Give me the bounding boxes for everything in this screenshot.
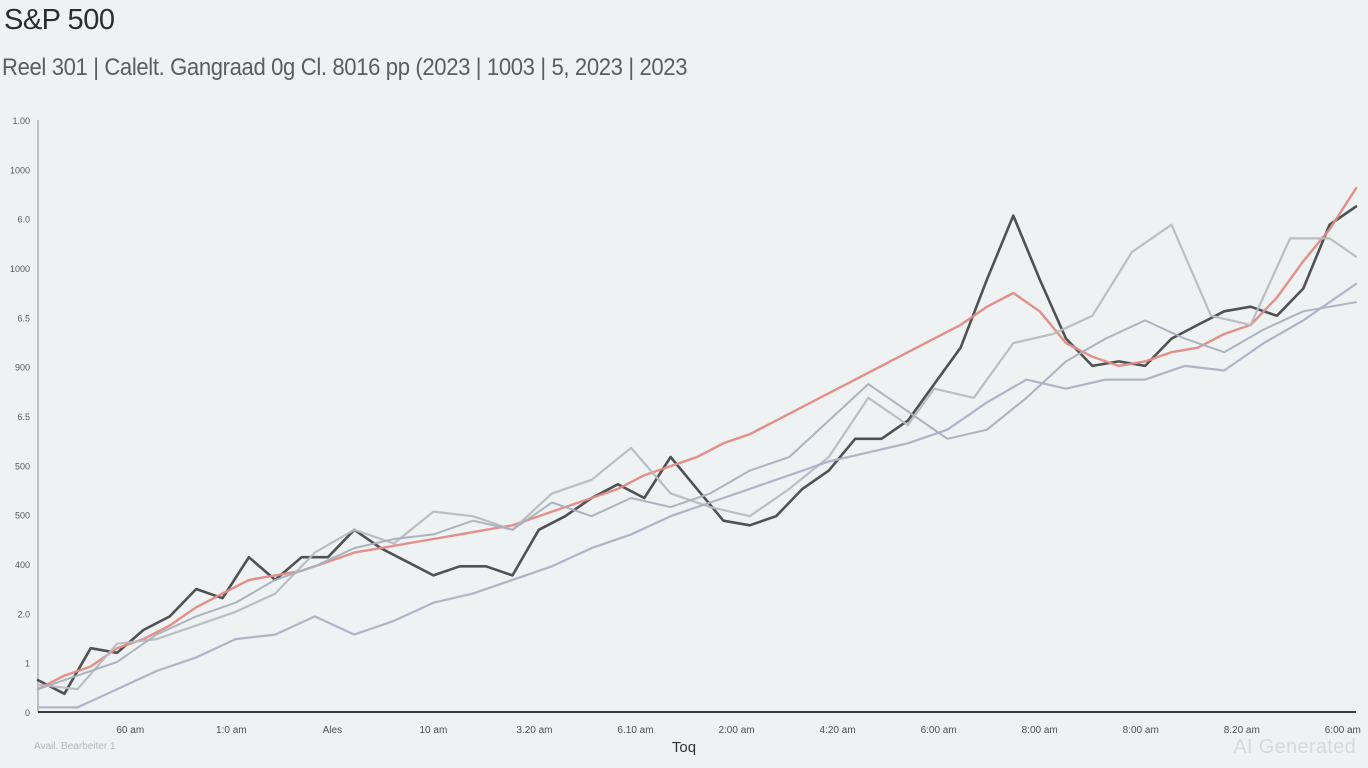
x-tick-label: 6:00 am bbox=[1325, 725, 1361, 736]
y-tick-label: 1000 bbox=[10, 165, 30, 175]
x-tick-label: 8:00 am bbox=[1123, 725, 1159, 736]
x-tick-label: Ales bbox=[323, 725, 342, 736]
x-tick-label: 60 am bbox=[116, 725, 144, 736]
x-tick-label: 6:00 am bbox=[921, 725, 957, 736]
x-tick-label: 8.20 am bbox=[1224, 725, 1260, 736]
x-tick-label: 10 am bbox=[420, 725, 448, 736]
y-tick-label: 6.5 bbox=[17, 313, 30, 323]
x-tick-label: 6.10 am bbox=[617, 725, 653, 736]
y-tick-label: 1000 bbox=[10, 264, 30, 274]
y-tick-label: 0 bbox=[25, 708, 30, 718]
x-tick-label: 1:0 am bbox=[216, 725, 247, 736]
y-tick-label: 1 bbox=[25, 659, 30, 669]
x-axis-label: Toq bbox=[672, 739, 696, 756]
x-tick-label: 2:00 am bbox=[718, 725, 754, 736]
axes: 0 1 2.0 400 500 500 6.5 900 6.5 1000 6.0 1000 1.00 60… bbox=[10, 116, 1361, 736]
x-tick-label: 3.20 am bbox=[516, 725, 552, 736]
chart-title: S&P 500 bbox=[4, 4, 115, 36]
y-tick-label: 900 bbox=[15, 363, 30, 373]
y-tick-label: 400 bbox=[15, 560, 30, 570]
y-tick-label: 1.00 bbox=[12, 116, 30, 126]
x-tick-label: 8:00 am bbox=[1022, 725, 1058, 736]
series-line-1 bbox=[36, 205, 1358, 696]
y-tick-label: 2.0 bbox=[17, 609, 30, 619]
series-line-4 bbox=[37, 301, 1357, 691]
y-tick-label: 500 bbox=[15, 461, 30, 471]
series-line-5 bbox=[36, 282, 1358, 709]
footnote: Avail. Bearbeiter 1 bbox=[34, 741, 116, 752]
series-line-3 bbox=[36, 223, 1358, 691]
series-layer bbox=[36, 187, 1358, 709]
x-tick-label: 4:20 am bbox=[820, 725, 856, 736]
y-tick-label: 6.5 bbox=[17, 412, 30, 422]
chart-subtitle: Reel 301 | Calelt. Gangraad 0g Cl. 8016 … bbox=[2, 54, 688, 81]
y-tick-label: 500 bbox=[15, 511, 30, 521]
y-tick-label: 6.0 bbox=[17, 215, 30, 225]
watermark: AI Generated bbox=[1233, 736, 1356, 758]
series-line-2 bbox=[36, 187, 1358, 691]
